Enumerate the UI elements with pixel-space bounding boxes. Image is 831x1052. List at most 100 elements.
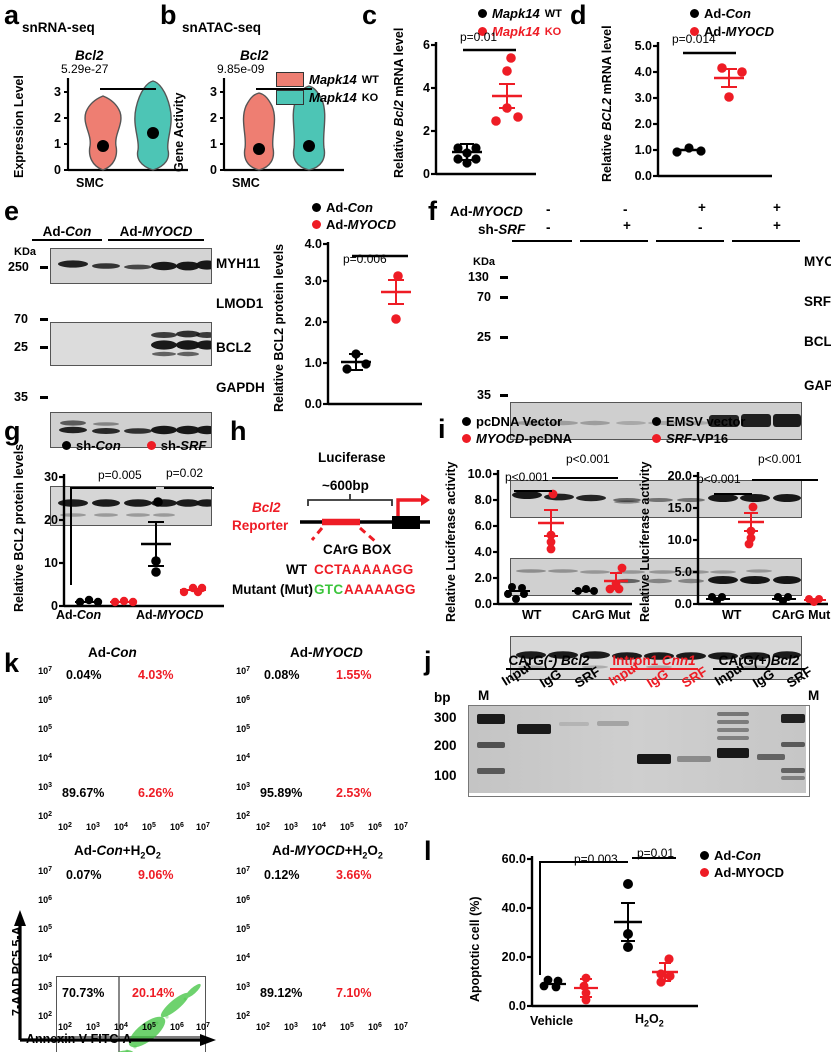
panel-j-ladder-300: 300	[434, 710, 457, 725]
flow3-q-lr: 20.14%	[132, 986, 175, 1000]
panel-g-xtick-2: Ad-MYOCD	[136, 608, 204, 622]
blot-bcl2-f	[510, 558, 802, 596]
svg-text:2: 2	[423, 124, 430, 138]
svg-text:3.0: 3.0	[305, 274, 322, 288]
panel-g-xtick-1: Ad-Con	[56, 608, 102, 622]
svg-text:1: 1	[210, 137, 217, 151]
svg-text:10: 10	[44, 556, 58, 570]
svg-text:6.0: 6.0	[475, 519, 492, 533]
panel-e-quant-legend: Ad-Con Ad-MYOCD	[312, 200, 396, 232]
svg-text:105: 105	[142, 822, 156, 832]
legend-dot-ko	[478, 27, 487, 36]
blot-label-gapdh-f: GAPDH	[804, 378, 831, 393]
svg-text:104: 104	[38, 953, 52, 963]
panel-label-d: d	[570, 0, 587, 30]
panel-label-k: k	[4, 648, 19, 678]
legend-dot-g-srf	[146, 441, 156, 450]
legend-item-d-con: Ad-Con	[690, 6, 774, 21]
svg-text:1: 1	[54, 137, 61, 151]
flow2-q-lr: 2.53%	[336, 786, 372, 800]
panel-h-diagram	[300, 492, 430, 552]
panel-h-carg: CArG BOX	[323, 542, 392, 557]
legend-item-l-con: Ad-Con	[700, 848, 784, 863]
svg-text:60.0: 60.0	[502, 852, 526, 866]
k-axis-arrows	[6, 898, 220, 1048]
marker-tick-250	[40, 266, 48, 269]
svg-text:10.0: 10.0	[468, 467, 492, 481]
legend-item-c-ko: Mapk14 KO	[478, 24, 562, 39]
svg-text:102: 102	[236, 1011, 250, 1021]
svg-text:106: 106	[38, 695, 52, 705]
svg-text:103: 103	[236, 782, 250, 792]
svg-text:104: 104	[236, 753, 250, 763]
legend-swatch-ko	[276, 90, 304, 105]
legend-label-g-con: sh-Con	[76, 438, 121, 453]
panel-j-group-3: CArG(+)Bcl2	[713, 653, 805, 670]
panel-k4-title: Ad-MYOCD+H2O2	[272, 843, 383, 861]
panel-f-r1-v3: +	[698, 200, 706, 215]
panel-b-legend: Mapk14 WT Mapk14 KO	[276, 72, 379, 105]
flow3-xaxis: 102 103 104 105 106 107	[52, 1012, 212, 1034]
svg-text:4.0: 4.0	[475, 545, 492, 559]
svg-text:2.0: 2.0	[635, 117, 652, 131]
svg-text:102: 102	[58, 1022, 72, 1032]
legend-label-e-con: Ad-Con	[326, 200, 373, 215]
legend-item-myocd-pcdna: MYOCD-pcDNA	[462, 431, 572, 446]
panel-label-a: a	[4, 0, 19, 30]
legend-sup-c-wt: WT	[544, 7, 562, 20]
blot-myh11	[50, 248, 212, 284]
svg-text:4: 4	[423, 81, 430, 95]
gel-image	[468, 705, 810, 797]
legend-dot-myocd-pcdna	[462, 434, 471, 443]
legend-dot-pcdna	[462, 417, 471, 426]
panel-f-marker-25: 25	[477, 330, 491, 344]
panel-f-r2-v2: +	[623, 218, 631, 233]
legend-label-c-wt: Mapk14	[492, 6, 540, 21]
flow2-q-ur: 1.55%	[336, 668, 372, 682]
flow1-xaxis: 102 103 104 105 106 107	[52, 812, 212, 834]
blot-label-myh11: MYH11	[216, 256, 261, 271]
svg-text:105: 105	[142, 1022, 156, 1032]
legend-label-e-myocd: Ad-MYOCD	[326, 217, 397, 232]
panel-a-pvalue: 5.29e-27	[61, 62, 109, 76]
panel-j-lane-m1: M	[478, 688, 490, 703]
group-bar-1	[512, 240, 572, 243]
svg-text:10.0: 10.0	[668, 533, 692, 547]
legend-label-d-myocd: Ad-MYOCD	[704, 24, 775, 39]
flow4-xaxis: 102 103 104 105 106 107	[250, 1012, 410, 1034]
legend-label-myocd-pcdna: MYOCD-pcDNA	[476, 431, 573, 446]
svg-text:5.0: 5.0	[635, 39, 652, 53]
panel-h-luciferase: Luciferase	[318, 450, 386, 465]
panel-e-kda: KDa	[14, 246, 37, 258]
svg-text:0: 0	[210, 163, 217, 177]
svg-text:103: 103	[284, 1022, 298, 1032]
legend-item-emsv: EMSV vector	[652, 414, 745, 429]
panel-k2-title: Ad-MYOCD	[290, 645, 363, 660]
svg-text:104: 104	[38, 753, 52, 763]
svg-text:4.0: 4.0	[635, 65, 652, 79]
panel-label-f: f	[428, 196, 437, 226]
svg-text:106: 106	[236, 695, 250, 705]
panel-l-legend: Ad-Con Ad-MYOCD	[700, 848, 784, 880]
svg-text:5.0: 5.0	[675, 565, 692, 579]
svg-text:105: 105	[236, 924, 250, 934]
svg-text:0.0: 0.0	[509, 999, 526, 1013]
panel-h-wt-seq: CCTAAAAAGG	[314, 562, 414, 577]
svg-text:0: 0	[54, 163, 61, 177]
panel-j-group-1: CArG(-) Bcl2	[506, 653, 592, 670]
svg-text:3.0: 3.0	[635, 91, 652, 105]
svg-text:104: 104	[236, 953, 250, 963]
legend-label-d-con: Ad-Con	[704, 6, 751, 21]
panel-f-r2-v1: -	[546, 220, 551, 235]
panel-e-group-myocd: Ad-MYOCD	[108, 224, 204, 241]
flow3-q-ul: 0.07%	[66, 868, 102, 882]
panel-g-pvalue-2: p=0.02	[166, 466, 204, 480]
panel-l-pvalue-2: p=0.01	[637, 846, 675, 860]
legend-label-pcdna: pcDNA Vector	[476, 414, 563, 429]
svg-text:102: 102	[58, 822, 72, 832]
panel-label-c: c	[362, 0, 377, 30]
panel-f-marker-70: 70	[477, 290, 491, 304]
group-bar-3	[656, 240, 724, 243]
flow4-q-lr: 7.10%	[336, 986, 372, 1000]
panel-b-ylabel: Gene Activity	[172, 92, 186, 172]
